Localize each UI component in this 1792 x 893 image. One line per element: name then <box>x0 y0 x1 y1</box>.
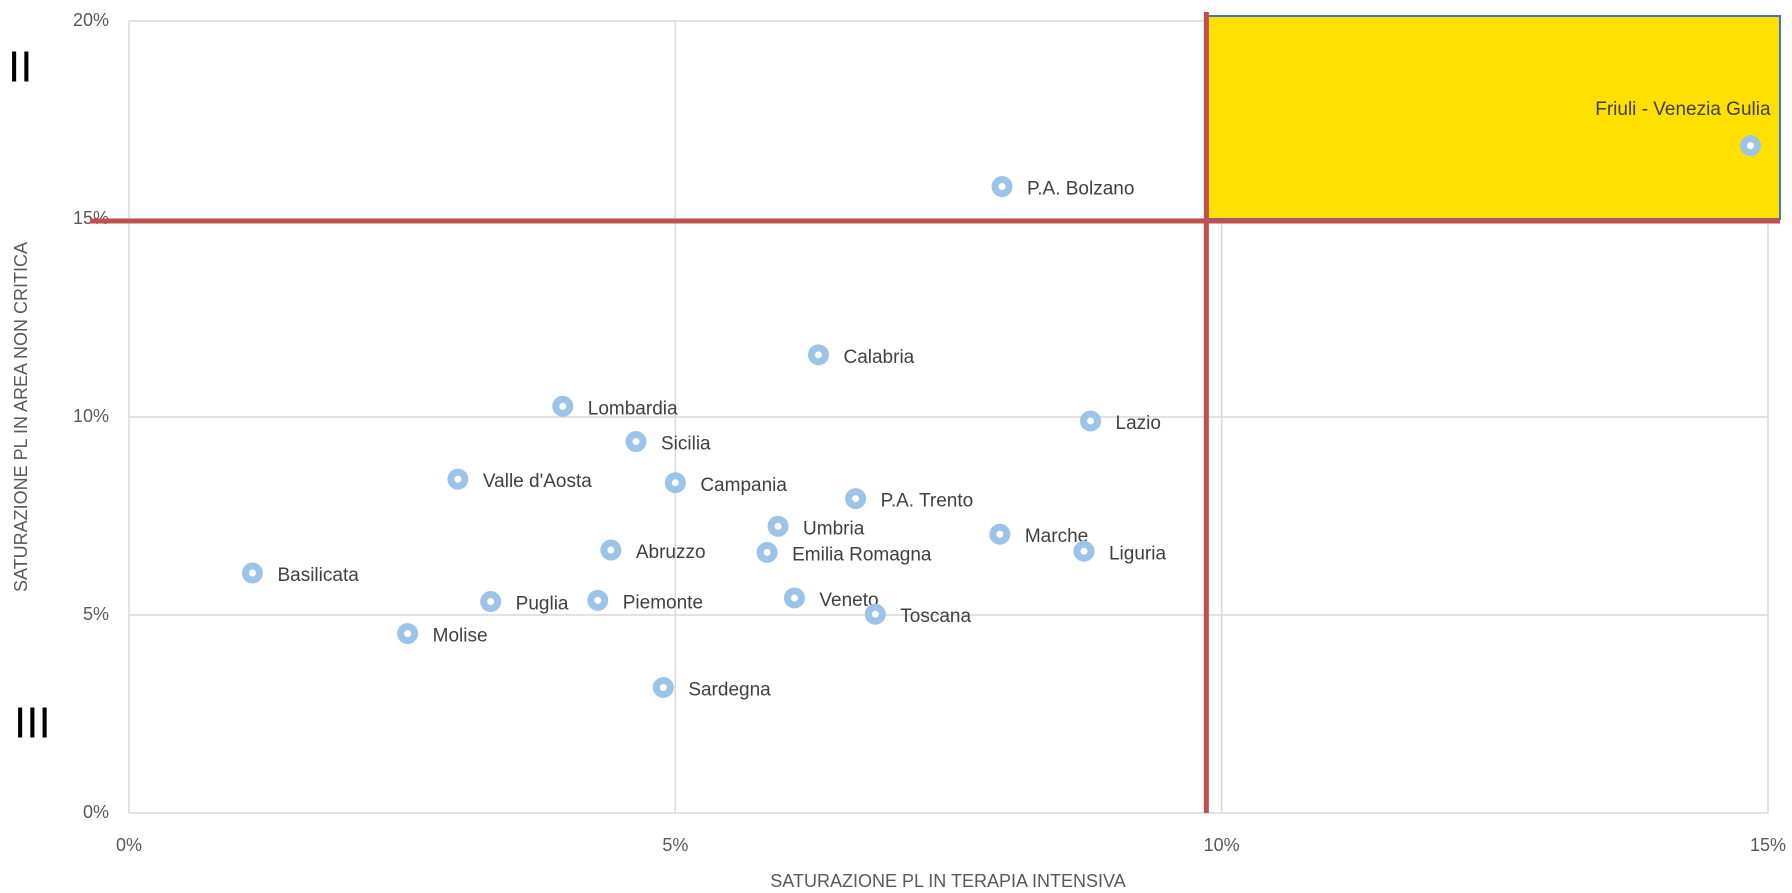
y-tick-label: 5% <box>83 604 109 624</box>
point-label: P.A. Bolzano <box>1027 179 1134 200</box>
point-label: Veneto <box>819 590 878 611</box>
point-label: Friuli - Venezia Gulia <box>1595 99 1771 120</box>
point <box>991 176 1013 198</box>
point-label: Puglia <box>516 594 569 615</box>
point <box>864 603 886 625</box>
point <box>587 589 609 611</box>
point <box>652 676 674 698</box>
point-label: Marche <box>1025 526 1088 547</box>
point-label: Toscana <box>900 606 971 627</box>
point-label: Piemonte <box>623 592 703 613</box>
point <box>241 562 263 584</box>
point <box>480 591 502 613</box>
quadrant-label: III <box>14 699 51 748</box>
point-label: Lazio <box>1116 413 1161 434</box>
point <box>552 395 574 417</box>
point-label: Basilicata <box>277 565 359 586</box>
point-label: Lombardia <box>588 398 678 419</box>
y-tick-label: 0% <box>83 802 109 822</box>
y-axis-label: SATURAZIONE PL IN AREA NON CRITICA <box>11 242 31 592</box>
point <box>625 431 647 453</box>
point <box>1740 135 1762 157</box>
point-label: Liguria <box>1109 543 1166 564</box>
point <box>447 468 469 490</box>
x-tick-label: 0% <box>116 835 142 855</box>
point <box>600 539 622 561</box>
point-label: P.A. Trento <box>881 491 974 512</box>
point <box>807 344 829 366</box>
quadrant-label: II <box>8 43 32 92</box>
point <box>756 541 778 563</box>
x-tick-label: 10% <box>1204 835 1240 855</box>
x-tick-label: 5% <box>662 835 688 855</box>
y-tick-label: 15% <box>73 208 109 228</box>
point-label: Emilia Romagna <box>792 544 932 565</box>
x-tick-label: 15% <box>1750 835 1786 855</box>
point <box>1073 540 1095 562</box>
point-label: Valle d'Aosta <box>483 471 592 492</box>
x-axis-label: SATURAZIONE PL IN TERAPIA INTENSIVA <box>770 871 1125 891</box>
point-label: Sicilia <box>661 434 711 455</box>
point-label: Campania <box>700 475 787 496</box>
point-label: Umbria <box>803 518 865 539</box>
y-tick-label: 10% <box>73 406 109 426</box>
highlight-area <box>1205 15 1782 220</box>
point <box>783 587 805 609</box>
point <box>397 623 419 645</box>
point-label: Molise <box>433 626 488 647</box>
y-tick-label: 20% <box>73 10 109 30</box>
point <box>989 523 1011 545</box>
point <box>664 472 686 494</box>
point <box>767 515 789 537</box>
point-label: Sardegna <box>688 679 771 700</box>
point-label: Calabria <box>843 347 914 368</box>
point-label: Abruzzo <box>636 542 706 563</box>
point <box>1080 410 1102 432</box>
point <box>845 488 867 510</box>
